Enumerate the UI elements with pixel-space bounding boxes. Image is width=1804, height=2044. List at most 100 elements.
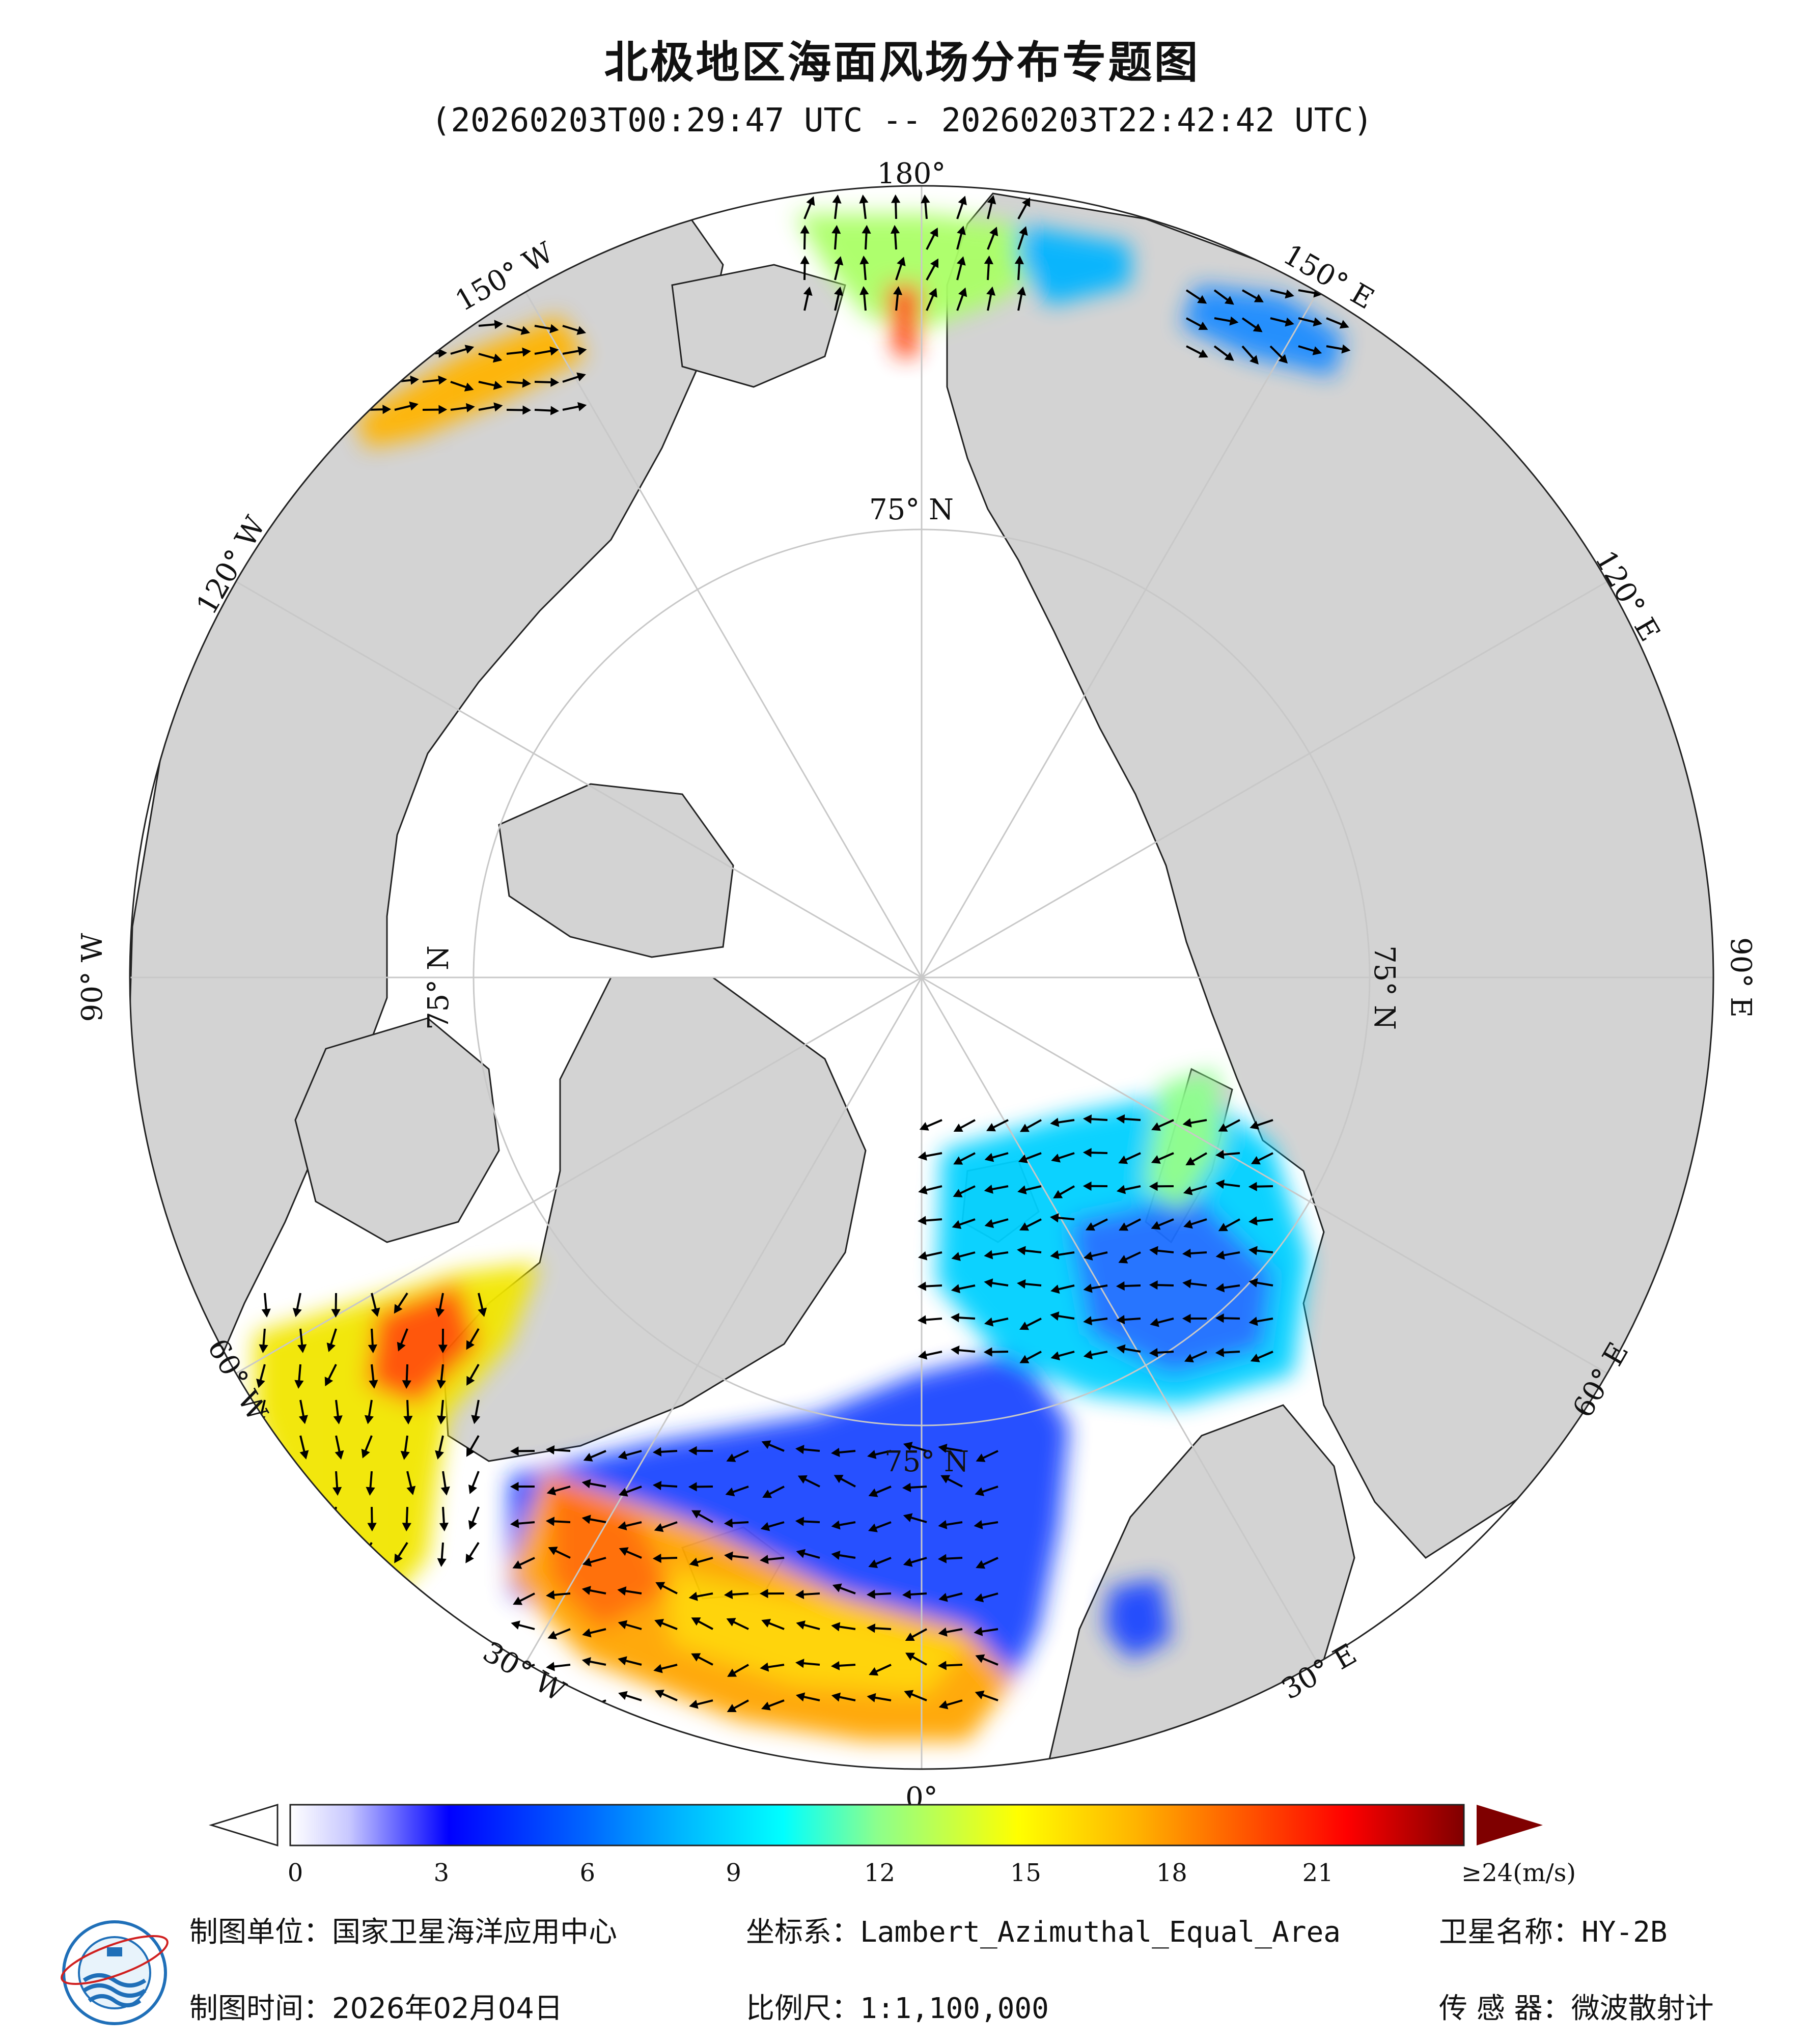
wind-arrow-head — [294, 1380, 304, 1389]
wind-arrow-head — [437, 1558, 447, 1567]
wind-arrow-head — [410, 375, 419, 385]
wind-arrow-head — [327, 1556, 336, 1566]
wind-arrow-head — [938, 1592, 948, 1602]
wind-arrow-head — [1224, 296, 1234, 305]
wind-arrow-head — [1116, 1281, 1125, 1291]
wind-arrow — [328, 1542, 337, 1564]
wind-arrow-head — [859, 286, 869, 295]
colorbar-tick-label: 3 — [434, 1859, 450, 1887]
wind-arrow-head — [762, 1490, 772, 1498]
wind-arrow-head — [1248, 1278, 1258, 1287]
coord-label: 坐标系： — [746, 1916, 860, 1949]
wind-arrow-head — [1285, 317, 1294, 327]
wind-arrow-head — [298, 1415, 308, 1424]
wind-arrow-head — [1050, 1284, 1060, 1294]
wind-arrow-head — [1019, 1355, 1030, 1363]
wind-arrow-head — [1019, 1222, 1030, 1231]
wind-arrow-head — [652, 1447, 662, 1457]
colorbar-tick-label: 6 — [579, 1859, 595, 1887]
org-label: 制图单位： — [189, 1916, 332, 1949]
wind-arrow-head — [1116, 1185, 1126, 1194]
wind-arrow-head — [466, 1376, 475, 1386]
wind-arrow-head — [326, 1342, 336, 1352]
wind-arrow-head — [546, 1486, 557, 1496]
wind-arrow-head — [974, 1520, 983, 1529]
wind-arrow-head — [1312, 346, 1322, 355]
wind-arrow-head — [918, 1151, 927, 1161]
wind-arrow-head — [1149, 1182, 1158, 1191]
wind-arrow-head — [1278, 354, 1288, 364]
wind-arrow-head — [1017, 286, 1026, 296]
colorbar-tick-label: 12 — [864, 1859, 895, 1887]
wind-arrow-head — [655, 1582, 665, 1590]
swath-davis-strait-core — [367, 1283, 479, 1405]
wind-arrow-head — [1083, 1181, 1092, 1191]
wind-arrow-head — [512, 1560, 522, 1569]
wind-arrow-head — [1182, 1118, 1192, 1128]
wind-arrow-head — [761, 1618, 771, 1628]
wind-arrow-head — [976, 1560, 986, 1569]
org-info: 制图单位：国家卫星海洋应用中心 — [189, 1909, 617, 1950]
wind-arrow-head — [1313, 317, 1322, 327]
wind-arrow-head — [522, 405, 532, 415]
wind-arrow-head — [984, 1219, 994, 1228]
wind-arrow — [263, 1435, 266, 1459]
wind-arrow-head — [958, 287, 967, 297]
wind-arrow-head — [974, 1593, 984, 1603]
wind-arrow — [260, 1542, 266, 1565]
lon-label-180: 180° — [877, 157, 946, 190]
wind-arrow-head — [905, 1633, 915, 1641]
wind-arrow-head — [688, 1591, 698, 1601]
wind-arrow-head — [724, 1518, 733, 1528]
wind-arrow-head — [466, 1447, 475, 1457]
wind-arrow-head — [547, 1631, 558, 1640]
landmass-greenland — [442, 976, 867, 1462]
wind-arrow-head — [1248, 1216, 1258, 1226]
colorbar-tick-label: 9 — [726, 1859, 741, 1887]
lat-label-75n-top: 75° N — [869, 493, 954, 526]
wind-arrow-head — [619, 1547, 629, 1556]
wind-arrow-head — [893, 286, 903, 295]
wind-arrow-head — [724, 1551, 733, 1561]
wind-arrow-head — [1083, 1114, 1092, 1124]
colorbar-tick-label: 21 — [1302, 1859, 1334, 1887]
wind-arrow-head — [1050, 1311, 1060, 1321]
wind-arrow-head — [261, 1308, 271, 1318]
wind-arrow-head — [324, 1377, 334, 1387]
wind-arrow-head — [1250, 1121, 1260, 1130]
scale-value: 1:1,100,000 — [860, 1992, 1049, 2025]
wind-arrow-head — [1118, 1255, 1128, 1264]
wind-arrow-head — [759, 1589, 768, 1599]
wind-arrow-head — [950, 1313, 960, 1323]
coord-info: 坐标系：Lambert_Azimuthal_Equal_Area — [746, 1909, 1341, 1950]
wind-arrow-head — [1118, 1155, 1128, 1164]
map-border — [129, 185, 1714, 1770]
wind-arrow-head — [975, 1654, 985, 1663]
wind-arrow-head — [545, 1445, 555, 1455]
wind-arrow-head — [921, 194, 930, 204]
wind-arrow-head — [409, 401, 419, 411]
wind-arrow-head — [439, 1522, 449, 1532]
wind-arrow-head — [951, 1252, 961, 1261]
wind-arrow-head — [938, 1700, 949, 1710]
wind-arrow-head — [903, 1513, 913, 1522]
wind-arrow-head — [260, 1451, 269, 1461]
wind-arrow-head — [1116, 1114, 1125, 1124]
wind-arrow-head — [691, 1653, 701, 1662]
wind-arrow-head — [440, 1486, 450, 1496]
wind-arrow-head — [617, 1586, 627, 1596]
wind-arrow-head — [862, 225, 871, 234]
landmass-arctic-archipelago — [498, 783, 734, 958]
wind-arrow-head — [795, 1692, 806, 1702]
wind-arrow-head — [800, 225, 810, 234]
wind-arrow-head — [761, 1701, 771, 1711]
wind-arrow-head — [800, 255, 810, 264]
wind-arrow-head — [986, 1123, 996, 1132]
wind-arrow-head — [1018, 1154, 1028, 1163]
wind-arrow-head — [1215, 1348, 1225, 1357]
wind-arrow-head — [464, 382, 474, 391]
swath-bering-strait — [794, 214, 1059, 331]
wind-arrow-head — [1218, 1123, 1228, 1132]
date-label: 制图时间： — [189, 1992, 332, 2025]
wind-arrow-head — [796, 1620, 806, 1630]
